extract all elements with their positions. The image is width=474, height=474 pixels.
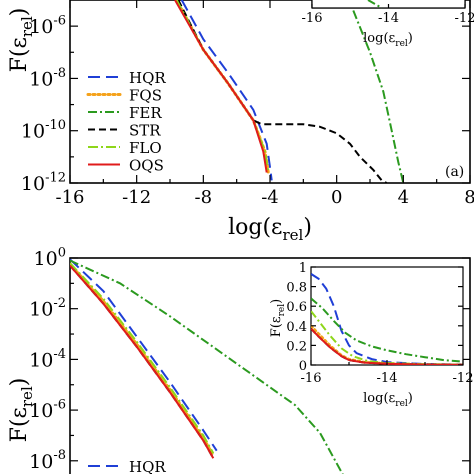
x-tick-label: -4 (261, 187, 279, 208)
svg-text:F(εrel): F(εrel) (7, 378, 36, 443)
series-str (177, 0, 388, 183)
y-tick-label: 10-6 (29, 14, 66, 39)
panel-b-ylabel: F(εrel) (7, 378, 36, 443)
inset-series-oqs (311, 328, 463, 365)
inset-y-tick-label: 0.6 (286, 300, 307, 315)
y-tick-b-label: 10-6 (29, 398, 66, 423)
x-tick-label: -12 (122, 187, 151, 208)
panel-a-xlabel: log(εrel) (228, 215, 312, 244)
inset-a-tick-label: -12 (455, 11, 474, 26)
inset-a-tick-label: -16 (302, 11, 323, 26)
x-tick-label: -16 (56, 187, 85, 208)
panel-b-inset: 0 0.2 0.4 0.6 0.8 1 -16 -14 -12 F(εrel) log(εrel… (269, 261, 473, 409)
svg-text:F(εrel): F(εrel) (7, 8, 36, 73)
inset-y-tick-label: 0 (299, 359, 307, 374)
y-tick-b-label: 10-4 (29, 347, 66, 372)
inset-x-tick-label: -16 (301, 371, 322, 386)
legend-b: HQR (88, 458, 166, 474)
x-tick-label: 0 (331, 187, 342, 208)
series-hqr (180, 0, 273, 181)
series-fer (352, 10, 405, 183)
svg-text:log(εrel): log(εrel) (228, 215, 312, 244)
legend-b-label-hqr: HQR (129, 458, 166, 474)
inset-y-tick-label: 0.2 (286, 339, 307, 354)
y-tick-b-label: 10-8 (29, 448, 66, 473)
series-b-fqs (70, 262, 215, 458)
inset-y-tick-label: 0.4 (286, 320, 307, 335)
x-tick-label: -8 (195, 187, 213, 208)
x-tick-label: 8 (464, 187, 474, 208)
inset-x-tick-label: -14 (377, 371, 398, 386)
inset-series-fer (311, 297, 463, 363)
inset-y-tick-label: 0.8 (286, 281, 307, 296)
panel-a-inset-xlabel: log(εrel) (363, 31, 413, 49)
inset-a-tick-label: -14 (378, 11, 399, 26)
inset-ylabel: F(εrel) (269, 299, 287, 337)
inset-series-flo (311, 310, 463, 365)
series-b-oqs (70, 264, 215, 459)
legend-label-fer: FER (129, 104, 162, 122)
series-oqs (174, 0, 268, 173)
panel-a-ylabel: F(εrel) (7, 8, 36, 73)
panel-a-inset: -16 -14 -12 log(εrel) (302, 0, 474, 49)
panel-a: -16 -12 -8 -4 0 4 8 10-6 10-8 10-10 10-12 F(εrel)… (7, 0, 474, 244)
panel-b-frame (69, 257, 471, 474)
inset-x-tick-label: -12 (453, 371, 474, 386)
panel-a-label: (a) (445, 164, 464, 180)
svg-text:F(εrel): F(εrel) (269, 299, 287, 337)
series-b-str (70, 264, 215, 459)
legend-label-str: STR (129, 122, 161, 140)
legend-label-fqs: FQS (129, 87, 162, 105)
y-tick-label: 10-8 (29, 66, 66, 91)
series-b-hqr (70, 258, 218, 452)
legend-label-flo: FLO (129, 139, 162, 157)
x-tick-label: 4 (398, 187, 409, 208)
series-b-flo (70, 262, 215, 454)
y-tick-b-label: 10-2 (29, 296, 66, 321)
legend-label-oqs: OQS (129, 157, 164, 175)
y-tick-b-label: 100 (34, 245, 66, 270)
inset-y-tick-label: 1 (299, 261, 307, 276)
inset-xlabel: log(εrel) (363, 391, 413, 409)
y-tick-label: 10-12 (21, 170, 66, 195)
series-b-fer (70, 259, 344, 474)
legend-label-hqr: HQR (129, 69, 166, 87)
inset-a-series-fer (367, 0, 383, 9)
y-tick-label: 10-10 (21, 118, 66, 143)
